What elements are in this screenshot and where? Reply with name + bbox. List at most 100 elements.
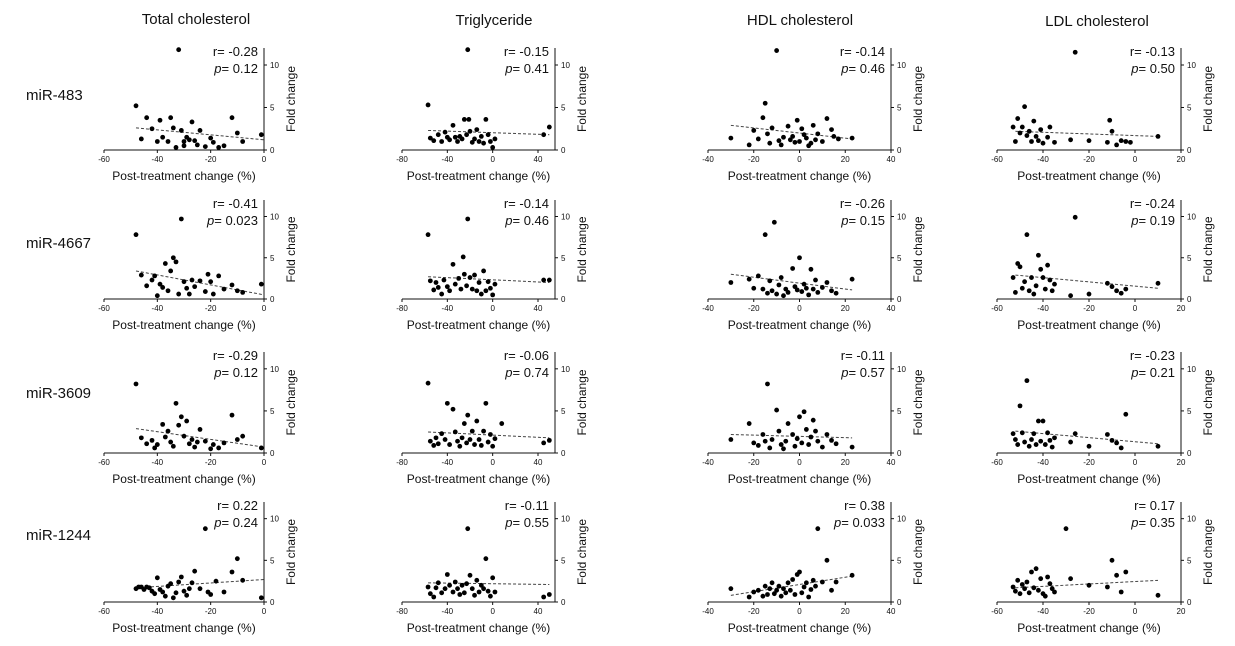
data-point bbox=[485, 439, 491, 445]
data-point bbox=[488, 285, 493, 291]
column-title-ldl-cholesterol: LDL cholesterol bbox=[1045, 13, 1149, 30]
data-point bbox=[467, 572, 473, 578]
p-value: = 0.023 bbox=[214, 213, 258, 228]
y-tick-label: 10 bbox=[897, 61, 906, 70]
r-value-label: r= 0.17 bbox=[1134, 498, 1175, 513]
y-tick-label: 5 bbox=[897, 104, 902, 113]
data-point bbox=[778, 593, 784, 599]
x-tick-label: 40 bbox=[534, 155, 543, 164]
trend-line bbox=[730, 273, 853, 291]
data-point bbox=[1047, 581, 1053, 587]
data-point bbox=[483, 117, 489, 122]
data-point bbox=[170, 255, 176, 261]
x-tick-label: -40 bbox=[442, 607, 454, 616]
data-point bbox=[1013, 290, 1018, 295]
data-point bbox=[1038, 438, 1044, 444]
data-point bbox=[439, 431, 445, 437]
y-axis-label: Fold change bbox=[1201, 369, 1215, 435]
x-tick-label: 0 bbox=[262, 458, 267, 467]
data-point bbox=[464, 581, 469, 587]
data-point bbox=[1052, 139, 1057, 145]
p-value-label: p= 0.74 bbox=[504, 365, 549, 380]
data-point bbox=[1040, 275, 1046, 280]
data-point bbox=[799, 126, 805, 132]
data-point bbox=[790, 432, 796, 437]
y-tick-label: 10 bbox=[561, 61, 570, 70]
y-tick-label: 5 bbox=[1187, 407, 1192, 416]
data-point bbox=[474, 577, 480, 583]
data-point bbox=[801, 132, 807, 138]
data-point bbox=[728, 586, 734, 592]
p-value: = 0.50 bbox=[1138, 61, 1175, 76]
data-point bbox=[824, 280, 830, 285]
y-tick-label: 0 bbox=[897, 449, 902, 458]
data-point bbox=[1013, 139, 1018, 144]
data-point bbox=[431, 287, 437, 293]
data-point bbox=[1019, 430, 1025, 436]
data-point bbox=[810, 122, 816, 128]
data-point bbox=[483, 400, 489, 406]
data-point bbox=[431, 443, 437, 448]
x-tick-label: -20 bbox=[748, 458, 760, 467]
y-tick-label: 10 bbox=[1187, 213, 1196, 222]
data-point bbox=[258, 445, 264, 451]
data-point bbox=[483, 556, 489, 562]
data-point bbox=[1105, 584, 1110, 590]
data-point bbox=[152, 445, 158, 451]
scatter-panel-mir-483-triglyceride: -80 -40 0 40 0 5 10 Post-treatment change (%) Fo… bbox=[396, 44, 589, 183]
data-point bbox=[208, 592, 214, 597]
data-point bbox=[1068, 293, 1073, 299]
x-tick-label: -80 bbox=[396, 155, 408, 164]
p-value: = 0.55 bbox=[512, 515, 549, 530]
x-tick-label: 0 bbox=[797, 304, 802, 313]
p-value: = 0.033 bbox=[841, 515, 885, 530]
data-point bbox=[1118, 138, 1124, 144]
data-point bbox=[490, 145, 496, 150]
x-axis-label: Post-treatment change (%) bbox=[407, 621, 550, 635]
data-point bbox=[162, 261, 168, 266]
p-symbol: p bbox=[1130, 515, 1138, 530]
data-point bbox=[425, 584, 431, 590]
data-point bbox=[769, 288, 775, 294]
data-point bbox=[492, 281, 498, 287]
x-tick-label: 0 bbox=[262, 304, 267, 313]
data-point bbox=[435, 580, 441, 586]
data-point bbox=[728, 437, 734, 442]
data-point bbox=[485, 588, 491, 594]
p-symbol: p bbox=[1130, 213, 1138, 228]
data-point bbox=[154, 293, 160, 299]
data-point bbox=[485, 279, 491, 285]
x-tick-label: 40 bbox=[887, 304, 896, 313]
data-point bbox=[481, 140, 486, 146]
x-tick-label: 0 bbox=[1133, 458, 1138, 467]
x-tick-label: 0 bbox=[262, 155, 267, 164]
data-point bbox=[815, 290, 821, 295]
data-point bbox=[173, 145, 179, 150]
y-tick-label: 10 bbox=[270, 365, 279, 374]
data-point bbox=[849, 444, 855, 450]
data-point bbox=[790, 577, 796, 582]
data-point bbox=[168, 581, 174, 587]
x-tick-label: -60 bbox=[991, 458, 1003, 467]
data-point bbox=[170, 595, 176, 601]
data-point bbox=[1047, 277, 1053, 283]
data-point bbox=[1049, 586, 1055, 592]
data-point bbox=[824, 557, 830, 563]
data-point bbox=[216, 273, 222, 279]
data-point bbox=[450, 261, 456, 267]
data-point bbox=[173, 590, 179, 596]
data-point bbox=[452, 134, 458, 140]
data-point bbox=[425, 380, 431, 386]
data-point bbox=[806, 292, 812, 298]
data-point bbox=[1086, 582, 1092, 588]
data-point bbox=[1118, 589, 1124, 595]
data-point bbox=[433, 585, 439, 591]
data-point bbox=[746, 421, 752, 426]
data-point bbox=[1029, 275, 1034, 280]
data-point bbox=[1052, 589, 1057, 595]
data-point bbox=[801, 281, 807, 287]
data-point bbox=[813, 583, 818, 589]
data-point bbox=[746, 276, 752, 282]
